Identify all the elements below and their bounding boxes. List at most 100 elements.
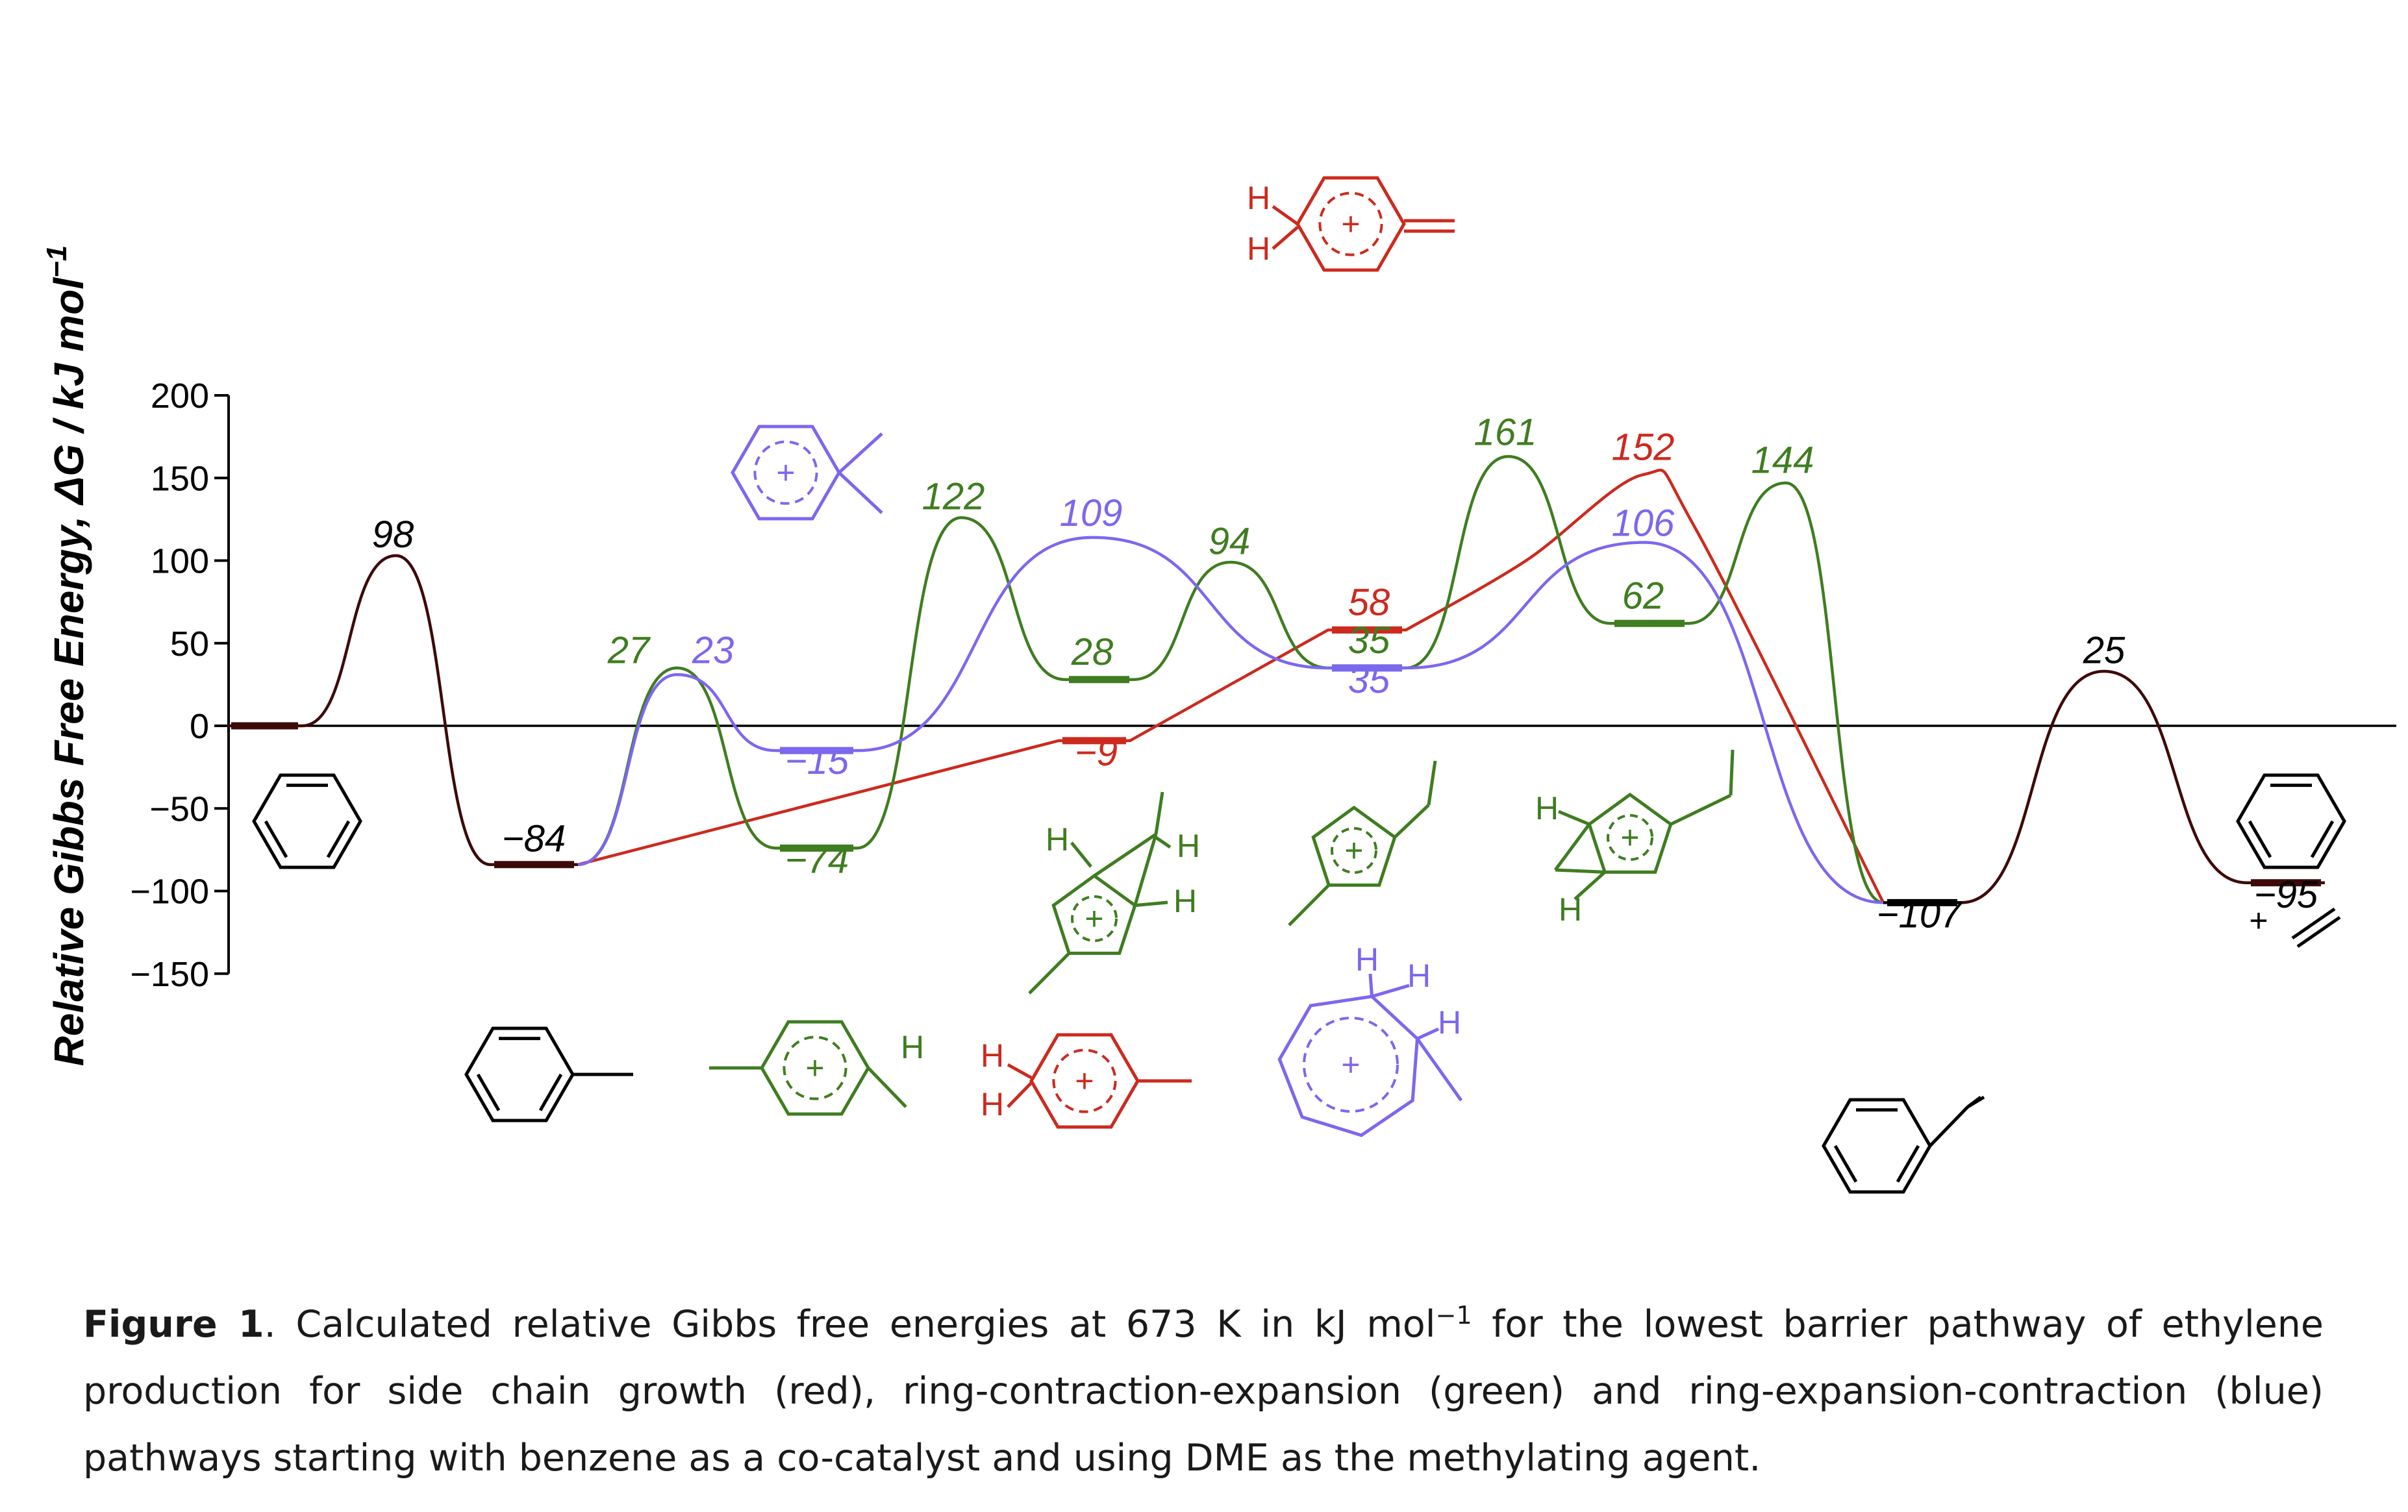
energy-value-label: −95 bbox=[2254, 874, 2318, 916]
y-axis-title-superscript: −1 bbox=[41, 245, 73, 278]
ethylene-bond-2 bbox=[2296, 915, 2341, 948]
green-ion-methyl-bond-2 bbox=[867, 1067, 907, 1108]
ethylbenzene-ethyl-bond-3 bbox=[1966, 1095, 1985, 1109]
energy-value-label: 122 bbox=[922, 476, 985, 518]
blue-h-bond-1 bbox=[1368, 973, 1374, 997]
green-cyclopropane-bond-2 bbox=[1555, 868, 1605, 874]
green-methylbenzenium-ion-plus: + bbox=[805, 1050, 824, 1086]
red-top-h-label-1: H bbox=[1247, 180, 1270, 216]
energy-profile-chart: 200 150 100 50 0 −50 −100 −150 98 −84 27 23 −15 −74 1… bbox=[41, 176, 2396, 1194]
blue-cycloheptadienyl-h-3: H bbox=[1438, 1004, 1461, 1041]
y-axis-title: Relative Gibbs Free Energy, ΔG / kJ mol−… bbox=[41, 245, 92, 1067]
benzene-molecule bbox=[252, 773, 362, 869]
blue-cycloheptadienyl-dashed-ring bbox=[1303, 1017, 1399, 1113]
green-ethyl-bond-2 bbox=[1427, 760, 1437, 806]
green-bicyclic-methyl-2 bbox=[1028, 952, 1070, 995]
green-bicyclic-h-1: H bbox=[1046, 821, 1069, 858]
molecule-structures-layer: +H+HH++HH+H HH+ +HH+H HH+ bbox=[252, 176, 2346, 1194]
red-methylene-cyclohexadienyl-ion-plus: + bbox=[1341, 206, 1360, 242]
caption-text: . Calculated relative Gibbs free energie… bbox=[264, 1303, 1436, 1346]
green-bicyclic-methyl bbox=[1154, 791, 1164, 835]
y-axis-title-group: Relative Gibbs Free Energy, ΔG / kJ mol−… bbox=[41, 245, 92, 1067]
green-ethyl-cyclopentenyl-ion bbox=[1311, 805, 1397, 887]
toluene-molecule-double-bond bbox=[476, 1073, 501, 1111]
ethylbenzene-molecule-double-bond bbox=[1833, 1145, 1858, 1183]
y-tick-label: −100 bbox=[130, 873, 209, 911]
energy-value-label: −84 bbox=[502, 817, 566, 860]
blue-isopropylbenzenium-ion bbox=[731, 425, 841, 521]
ethylbenzene-molecule-double-bond bbox=[1896, 1145, 1920, 1183]
red-ion-h-label-2: H bbox=[981, 1086, 1004, 1122]
green-bicyclohexenyl-h-bond-1 bbox=[1558, 810, 1590, 826]
blue-isopropylbenzenium-ion-plus: + bbox=[776, 454, 795, 491]
y-tick-label: 0 bbox=[190, 707, 209, 746]
series-path-blue bbox=[577, 536, 1884, 904]
benzene-molecule-double-bond bbox=[264, 820, 288, 858]
blue-cycloheptadienyl-plus: + bbox=[1341, 1047, 1360, 1083]
red-ion-h-bond-1 bbox=[1007, 1063, 1033, 1080]
blue-h-bond-3 bbox=[1416, 1027, 1440, 1041]
red-toluenium-ion-dashed-ring bbox=[1052, 1048, 1117, 1113]
energy-value-label: 98 bbox=[372, 514, 414, 556]
series-path-red bbox=[577, 468, 1885, 904]
plus-sign: + bbox=[2249, 902, 2268, 939]
caption-text-continued: for the lowest barrier pathway of ethyle… bbox=[83, 1303, 2324, 1480]
green-bicyclic-h-bond-2 bbox=[1155, 836, 1172, 849]
toluene-molecule bbox=[464, 1026, 575, 1122]
blue-cycloheptadienyl-methyl bbox=[1416, 1037, 1463, 1102]
green-methylbenzenium-ion-dashed-ring bbox=[783, 1035, 847, 1100]
energy-value-label: 35 bbox=[1348, 659, 1390, 701]
energy-value-label: −107 bbox=[1877, 893, 1963, 936]
blue-cycloheptadienyl-h-1: H bbox=[1355, 941, 1379, 978]
red-top-h-bond-2 bbox=[1272, 226, 1299, 250]
figure-caption: Figure 1. Calculated relative Gibbs free… bbox=[83, 1282, 2324, 1492]
blue-isopropylbenzenium-ion-dashed-ring bbox=[753, 440, 818, 505]
energy-value-label: −9 bbox=[1075, 732, 1118, 774]
red-top-h-bond-1 bbox=[1272, 204, 1299, 226]
blue-h-bond-2 bbox=[1371, 984, 1410, 998]
green-ethyl-bond-1 bbox=[1394, 804, 1430, 839]
energy-value-label: 35 bbox=[1348, 619, 1390, 662]
blue-ion-bond-2 bbox=[838, 471, 883, 514]
series-path-common bbox=[1961, 669, 2325, 904]
green-cyclopropane-bond-1 bbox=[1553, 823, 1591, 871]
energy-value-label: −74 bbox=[785, 839, 849, 882]
green-bicyclohexenyl-plus: + bbox=[1620, 819, 1639, 856]
caption-label: Figure 1 bbox=[83, 1303, 264, 1346]
energy-value-label: 27 bbox=[607, 629, 651, 671]
benzene-product-molecule-double-bond bbox=[2310, 820, 2335, 858]
toluene-molecule-double-bond bbox=[538, 1073, 563, 1111]
green-bicyclohexenyl-ethyl-1 bbox=[1670, 793, 1732, 826]
y-tick-label: 100 bbox=[151, 542, 209, 581]
caption-superscript: −1 bbox=[1435, 1301, 1472, 1330]
energy-value-label: 109 bbox=[1060, 492, 1123, 534]
energy-value-label: 161 bbox=[1474, 411, 1537, 453]
energy-value-label: 62 bbox=[1622, 575, 1664, 617]
green-bicyclic-cyclopentenyl-ion bbox=[1051, 873, 1137, 955]
y-tick-label: −50 bbox=[149, 789, 209, 828]
benzene-molecule-double-bond bbox=[326, 820, 351, 858]
y-tick-label: −150 bbox=[130, 955, 209, 994]
red-top-h-label-2: H bbox=[1247, 230, 1270, 267]
green-ion-h-label: H bbox=[901, 1029, 924, 1065]
energy-value-label: 25 bbox=[2083, 629, 2126, 671]
blue-cycloheptadienyl-ion bbox=[1277, 995, 1420, 1137]
blue-ion-bond-1 bbox=[838, 432, 883, 474]
green-bicyclic-h-2: H bbox=[1177, 828, 1200, 864]
chart-axes: 200 150 100 50 0 −50 −100 −150 bbox=[130, 377, 2396, 994]
energy-value-label: 144 bbox=[1751, 440, 1814, 482]
energy-value-label: 152 bbox=[1612, 426, 1675, 468]
benzene-product-molecule-double-bond bbox=[2248, 820, 2272, 858]
energy-value-label: 58 bbox=[1348, 581, 1390, 623]
energy-value-label: 94 bbox=[1209, 520, 1251, 562]
green-bicyclic-plus: + bbox=[1085, 900, 1103, 937]
y-tick-label: 200 bbox=[151, 377, 209, 415]
green-bicyclohexenyl-dashed-ring bbox=[1607, 814, 1653, 861]
red-methylene-cyclohexadienyl-ion-dashed-ring bbox=[1318, 192, 1383, 256]
benzene-product-molecule bbox=[2236, 773, 2346, 869]
red-ion-h-bond-2 bbox=[1007, 1082, 1033, 1108]
y-tick-label: 50 bbox=[170, 625, 209, 663]
green-bicyclic-h-bond-3 bbox=[1135, 900, 1168, 908]
green-ethyl-dashed-ring bbox=[1331, 827, 1377, 874]
